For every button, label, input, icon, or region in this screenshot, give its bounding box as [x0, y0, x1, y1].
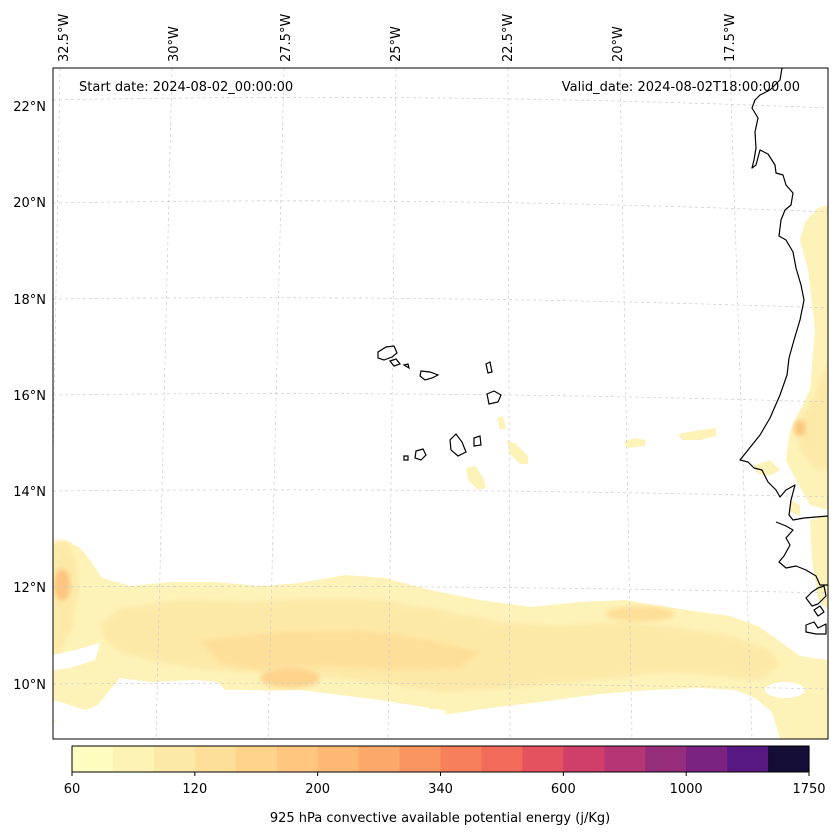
lon-label: 27.5°W [279, 14, 294, 62]
valid-date-label: Valid_date: 2024-08-02T18:00:00.00 [562, 80, 800, 95]
colorbar-cell [153, 746, 196, 772]
colorbar: 60 120 200 340 600 1000 1750 925 hPa convectiv… [64, 745, 826, 826]
cape-verde-islands [377, 345, 502, 461]
colorbar-cell [604, 746, 646, 772]
lat-label: 18°N [13, 293, 46, 308]
colorbar-cells [72, 746, 810, 772]
colorbar-cell [522, 746, 564, 772]
colorbar-tick-label: 1750 [792, 782, 825, 797]
lat-label: 20°N [13, 196, 46, 211]
latitude-labels: 22°N 20°N 18°N 16°N 14°N 12°N 10°N [13, 100, 46, 693]
lon-label: 25°W [389, 26, 404, 62]
longitude-labels: 32.5°W 30°W 27.5°W 25°W 22.5°W 20°W 17.5… [57, 14, 738, 62]
colorbar-tick-label: 600 [551, 782, 576, 797]
colorbar-cell [686, 746, 728, 772]
colorbar-tick-label: 340 [428, 782, 453, 797]
colorbar-tick-label: 200 [305, 782, 330, 797]
colorbar-ticks: 60 120 200 340 600 1000 1750 [64, 772, 826, 797]
colorbar-cell [727, 746, 769, 772]
lat-label: 22°N [13, 100, 46, 115]
lon-label: 32.5°W [57, 14, 72, 62]
graticule [53, 68, 828, 739]
colorbar-cell [768, 746, 810, 772]
lon-label: 30°W [167, 26, 182, 62]
colorbar-cell [645, 746, 687, 772]
map-frame [52, 67, 829, 740]
colorbar-title: 925 hPa convective available potential e… [270, 811, 610, 826]
colorbar-tick-label: 120 [182, 782, 207, 797]
start-date-label: Start date: 2024-08-02_00:00:00 [79, 80, 293, 95]
colorbar-cell [317, 746, 360, 772]
colorbar-cell [399, 746, 442, 772]
coastline [739, 68, 828, 635]
colorbar-cell [481, 746, 523, 772]
colorbar-cell [235, 746, 278, 772]
lat-label: 12°N [13, 581, 46, 596]
lon-label: 17.5°W [723, 14, 738, 62]
colorbar-cell [358, 746, 401, 772]
colorbar-cell [440, 746, 483, 772]
colorbar-cell [563, 746, 605, 772]
lat-label: 14°N [13, 485, 46, 500]
lat-label: 16°N [13, 389, 46, 404]
colorbar-tick-label: 60 [64, 782, 81, 797]
colorbar-cell [112, 746, 155, 772]
lat-label: 10°N [13, 678, 46, 693]
colorbar-tick-label: 1000 [670, 782, 703, 797]
lon-label: 22.5°W [501, 14, 516, 62]
colorbar-cell [72, 746, 114, 772]
lon-label: 20°W [611, 26, 626, 62]
colorbar-cell [276, 746, 319, 772]
colorbar-cell [194, 746, 237, 772]
